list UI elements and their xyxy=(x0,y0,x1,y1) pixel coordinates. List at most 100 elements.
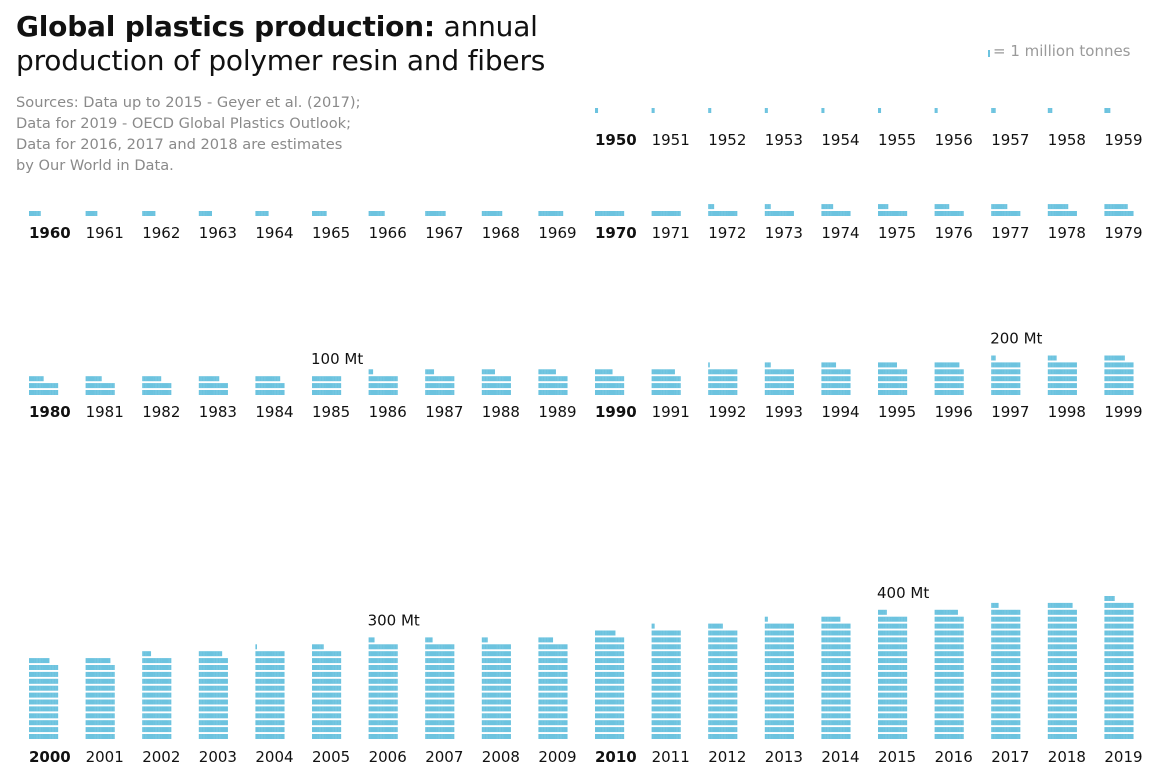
tally-mark xyxy=(622,678,625,684)
tally-mark xyxy=(937,376,940,382)
tally-mark xyxy=(431,706,433,712)
tally-mark xyxy=(280,678,282,684)
tally-mark xyxy=(387,699,390,705)
tally-mark xyxy=(388,665,391,670)
tally-mark xyxy=(846,390,848,395)
tally-mark xyxy=(438,678,440,684)
tally-mark xyxy=(262,734,265,739)
tally-mark xyxy=(29,678,31,684)
tally-mark xyxy=(1073,390,1076,395)
tally-mark xyxy=(947,204,950,210)
tally-mark xyxy=(101,699,104,705)
tally-mark xyxy=(657,376,659,382)
tally-mark xyxy=(1017,211,1019,216)
year-label: 1998 xyxy=(1048,403,1086,421)
tally-mark xyxy=(98,727,101,733)
tally-mark xyxy=(216,390,218,395)
tally-mark xyxy=(433,390,436,395)
tally-mark xyxy=(499,390,501,395)
tally-mark xyxy=(217,692,220,698)
year-label: 2009 xyxy=(538,748,576,766)
tally-mark xyxy=(555,720,558,726)
tally-mark xyxy=(608,734,610,739)
tally-mark xyxy=(499,644,501,650)
tally-mark xyxy=(828,376,831,382)
tally-mark xyxy=(727,390,729,395)
tally-mark xyxy=(596,727,599,733)
tally-mark xyxy=(500,665,503,670)
tally-mark xyxy=(55,671,57,677)
tally-mark xyxy=(500,211,503,216)
tally-mark xyxy=(1059,376,1061,382)
tally-mark xyxy=(149,727,152,733)
tally-mark xyxy=(1018,383,1021,389)
tally-mark xyxy=(206,734,208,739)
tally-mark xyxy=(432,685,435,691)
tally-mark xyxy=(371,720,374,726)
tally-mark xyxy=(393,376,395,382)
tally-mark xyxy=(1113,383,1115,389)
tally-mark xyxy=(538,644,540,650)
tally-mark xyxy=(1104,390,1106,395)
tally-mark xyxy=(597,665,600,670)
tally-mark xyxy=(444,734,446,739)
tally-mark xyxy=(335,390,337,395)
tally-mark xyxy=(111,665,114,670)
tally-mark xyxy=(1059,362,1061,368)
tally-mark xyxy=(323,376,326,382)
tally-mark xyxy=(143,651,146,657)
tally-mark xyxy=(85,678,88,684)
tally-mark xyxy=(486,376,488,382)
tally-mark xyxy=(886,390,889,395)
tally-mark xyxy=(37,678,40,684)
tally-mark xyxy=(394,720,397,726)
tally-mark xyxy=(992,108,995,113)
tally-mark xyxy=(653,383,655,389)
tally-mark xyxy=(88,713,91,719)
tally-mark xyxy=(555,644,558,650)
tally-mark xyxy=(44,383,47,389)
tally-mark xyxy=(396,734,398,739)
tally-mark xyxy=(338,651,340,657)
tally-mark xyxy=(505,727,507,733)
tally-mark xyxy=(1052,376,1054,382)
tally-mark xyxy=(561,706,564,712)
tally-mark xyxy=(146,699,149,705)
tally-mark xyxy=(204,383,207,389)
tally-mark xyxy=(264,699,266,705)
tally-mark xyxy=(487,692,490,698)
tally-mark xyxy=(325,211,327,216)
tally-mark xyxy=(92,692,95,698)
tally-mark xyxy=(545,720,548,726)
tally-mark xyxy=(44,720,47,726)
tally-mark xyxy=(769,383,771,389)
tally-mark xyxy=(1073,369,1076,375)
tally-mark xyxy=(313,713,316,719)
tally-mark xyxy=(155,671,157,677)
tally-mark xyxy=(159,685,162,691)
tally-mark xyxy=(484,637,487,643)
tally-mark xyxy=(219,671,221,677)
tally-mark xyxy=(333,699,336,705)
tally-mark xyxy=(208,678,211,684)
tally-mark xyxy=(111,699,114,705)
tally-mark xyxy=(596,644,599,650)
tally-mark xyxy=(163,692,166,698)
tally-mark xyxy=(275,713,278,719)
tally-mark xyxy=(552,665,555,670)
year-column: 1957 xyxy=(991,108,1029,149)
tally-mark xyxy=(597,376,600,382)
tally-mark xyxy=(493,369,495,375)
tally-mark xyxy=(387,678,390,684)
tally-mark xyxy=(271,376,273,382)
tally-mark xyxy=(155,390,157,395)
year-column: 1968 xyxy=(481,211,520,242)
tally-mark xyxy=(203,685,205,691)
tally-mark xyxy=(448,658,450,664)
tally-mark xyxy=(882,362,884,368)
tally-mark xyxy=(88,706,91,712)
tally-mark xyxy=(146,734,149,739)
tally-mark xyxy=(618,713,620,719)
tally-mark xyxy=(146,211,149,216)
tally-mark xyxy=(449,727,452,733)
